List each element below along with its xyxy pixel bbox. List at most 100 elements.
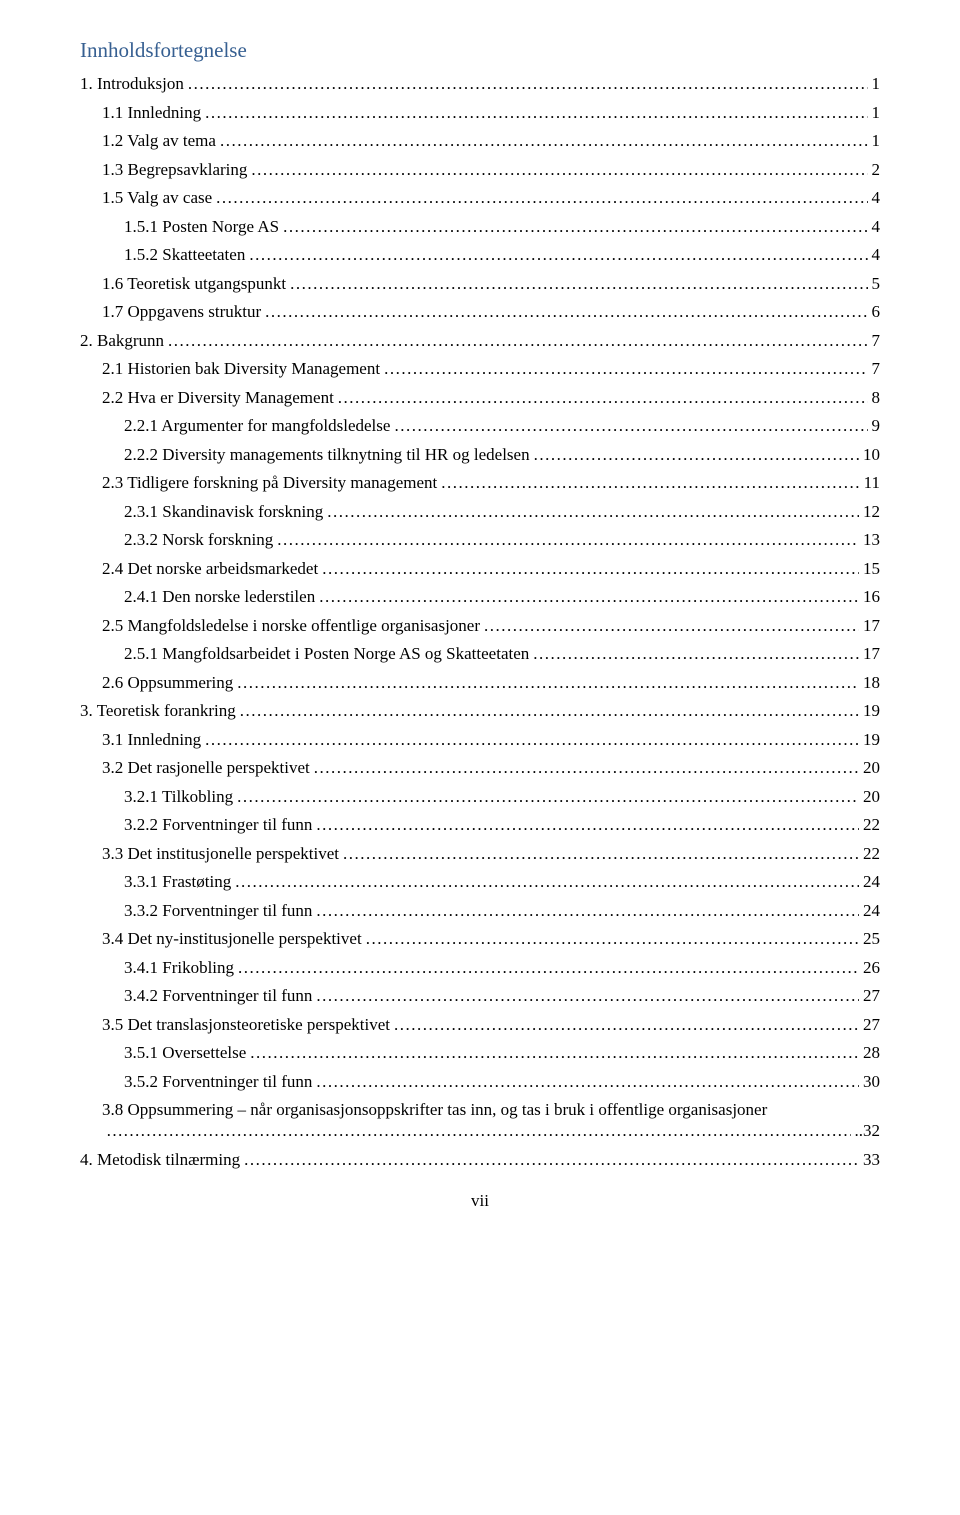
toc-leader-dots — [240, 702, 859, 719]
toc-entry-continuation: ..32 — [80, 1122, 880, 1139]
toc-leader-dots — [534, 446, 859, 463]
toc-entry: 3.5 Det translasjonsteoretiske perspekti… — [80, 1016, 880, 1033]
toc-leader-dots — [251, 161, 867, 178]
toc-entry-label: 1.2 Valg av tema — [102, 132, 216, 149]
toc-entry-page: 5 — [872, 275, 881, 292]
toc-leader-dots — [314, 759, 859, 776]
toc-entry-label: 3.5.2 Forventninger til funn — [124, 1073, 312, 1090]
toc-entry: 3.2 Det rasjonelle perspektivet 20 — [80, 759, 880, 776]
toc-entry-page: 20 — [863, 788, 880, 805]
toc-entry-page: 17 — [863, 645, 880, 662]
toc-entry: 1.6 Teoretisk utgangspunkt 5 — [80, 275, 880, 292]
toc-entry: 3.3.2 Forventninger til funn 24 — [80, 902, 880, 919]
toc-entry-label: 3.3.1 Frastøting — [124, 873, 231, 890]
toc-entry-page: 26 — [863, 959, 880, 976]
toc-leader-dots — [277, 531, 859, 548]
toc-entry-page: 27 — [863, 987, 880, 1004]
toc-entry-page: ..32 — [855, 1122, 881, 1139]
toc-leader-dots — [205, 104, 867, 121]
toc-entry: 1.5.1 Posten Norge AS 4 — [80, 218, 880, 235]
toc-entry-label: 3.4 Det ny-institusjonelle perspektivet — [102, 930, 362, 947]
toc-entry: 3.4.1 Frikobling 26 — [80, 959, 880, 976]
toc-entry: 1.2 Valg av tema 1 — [80, 132, 880, 149]
toc-entry-label: 2.5 Mangfoldsledelse i norske offentlige… — [102, 617, 480, 634]
toc-entry: 1.7 Oppgavens struktur 6 — [80, 303, 880, 320]
toc-entry-page: 17 — [863, 617, 880, 634]
toc-leader-dots — [237, 674, 859, 691]
toc-entry-label: 1.5 Valg av case — [102, 189, 212, 206]
toc-entry: 3.2.1 Tilkobling 20 — [80, 788, 880, 805]
toc-entry-page: 4 — [872, 218, 881, 235]
toc-leader-dots — [216, 189, 867, 206]
toc-entry-label: 3.4.1 Frikobling — [124, 959, 234, 976]
toc-entry-label: 2.3.2 Norsk forskning — [124, 531, 273, 548]
toc-entry-label: 2.3.1 Skandinavisk forskning — [124, 503, 323, 520]
toc-entry-label: 3.2 Det rasjonelle perspektivet — [102, 759, 310, 776]
toc-entry-page: 24 — [863, 902, 880, 919]
toc-leader-dots — [394, 417, 867, 434]
toc-entry: 1.1 Innledning 1 — [80, 104, 880, 121]
toc-entry-label: 1.6 Teoretisk utgangspunkt — [102, 275, 286, 292]
toc-entry-page: 2 — [872, 161, 881, 178]
toc-entry-page: 19 — [863, 702, 880, 719]
toc-entry-label: 2.5.1 Mangfoldsarbeidet i Posten Norge A… — [124, 645, 529, 662]
toc-entry: 3. Teoretisk forankring 19 — [80, 702, 880, 719]
toc-leader-dots — [394, 1016, 859, 1033]
toc-entry-page: 16 — [863, 588, 880, 605]
toc-entry-label: 1.5.1 Posten Norge AS — [124, 218, 279, 235]
toc-entry: 1.3 Begrepsavklaring 2 — [80, 161, 880, 178]
toc-entry-label: 2.1 Historien bak Diversity Management — [102, 360, 380, 377]
toc-leader-dots — [283, 218, 867, 235]
toc-entry: 2.2.1 Argumenter for mangfoldsledelse 9 — [80, 417, 880, 434]
toc-entry: 2.3.2 Norsk forskning 13 — [80, 531, 880, 548]
toc-entry-label: 2.2 Hva er Diversity Management — [102, 389, 334, 406]
toc-entry-label: 3.4.2 Forventninger til funn — [124, 987, 312, 1004]
toc-entry: 2.6 Oppsummering 18 — [80, 674, 880, 691]
toc-entry: 2.3 Tidligere forskning på Diversity man… — [80, 474, 880, 491]
toc-entry-label: 1. Introduksjon — [80, 75, 184, 92]
toc-entry-label: 3. Teoretisk forankring — [80, 702, 236, 719]
toc-entry: 2.5.1 Mangfoldsarbeidet i Posten Norge A… — [80, 645, 880, 662]
toc-leader-dots — [168, 332, 867, 349]
toc-entry-label: 2.2.1 Argumenter for mangfoldsledelse — [124, 417, 390, 434]
toc-entry: 4. Metodisk tilnærming 33 — [80, 1151, 880, 1168]
toc-entry-page: 6 — [872, 303, 881, 320]
toc-entry-label: 3.2.1 Tilkobling — [124, 788, 233, 805]
toc-entry: 3.4.2 Forventninger til funn 27 — [80, 987, 880, 1004]
toc-entry-page: 24 — [863, 873, 880, 890]
toc-leader-dots — [319, 588, 859, 605]
toc-entry-page: 18 — [863, 674, 880, 691]
toc-entry: 3.3.1 Frastøting 24 — [80, 873, 880, 890]
toc-entry-label: 1.5.2 Skatteetaten — [124, 246, 245, 263]
toc-entry: 3.4 Det ny-institusjonelle perspektivet … — [80, 930, 880, 947]
toc-entry-page: 1 — [872, 104, 881, 121]
toc-entry-page: 20 — [863, 759, 880, 776]
toc-entry-label: 4. Metodisk tilnærming — [80, 1151, 240, 1168]
toc-entry-page: 19 — [863, 731, 880, 748]
toc-entry-page: 1 — [872, 132, 881, 149]
toc-leader-dots — [316, 816, 859, 833]
page-footer-number: vii — [80, 1192, 880, 1209]
toc-entry-page: 30 — [863, 1073, 880, 1090]
toc-entry-page: 9 — [872, 417, 881, 434]
toc-leader-dots — [322, 560, 859, 577]
toc-leader-dots — [316, 902, 859, 919]
toc-leader-dots — [205, 731, 859, 748]
toc-leader-dots — [106, 1122, 851, 1139]
toc-leader-dots — [265, 303, 867, 320]
toc-leader-dots — [244, 1151, 859, 1168]
toc-entry-label: 2. Bakgrunn — [80, 332, 164, 349]
toc-leader-dots — [250, 1044, 859, 1061]
toc-entry-label: 3.3 Det institusjonelle perspektivet — [102, 845, 339, 862]
toc-entry: 2.2 Hva er Diversity Management 8 — [80, 389, 880, 406]
toc-entry: 3.5.1 Oversettelse 28 — [80, 1044, 880, 1061]
toc-entry-label: 3.1 Innledning — [102, 731, 201, 748]
toc-entry-page: 4 — [872, 246, 881, 263]
toc-entry: 2.5 Mangfoldsledelse i norske offentlige… — [80, 617, 880, 634]
toc-leader-dots — [220, 132, 868, 149]
toc-entry: 1.5 Valg av case 4 — [80, 189, 880, 206]
toc-entry: 3.8 Oppsummering – når organisasjonsopps… — [80, 1101, 880, 1118]
toc-entry-label: 2.2.2 Diversity managements tilknytning … — [124, 446, 530, 463]
toc-entry-page: 12 — [863, 503, 880, 520]
toc-leader-dots — [441, 474, 859, 491]
